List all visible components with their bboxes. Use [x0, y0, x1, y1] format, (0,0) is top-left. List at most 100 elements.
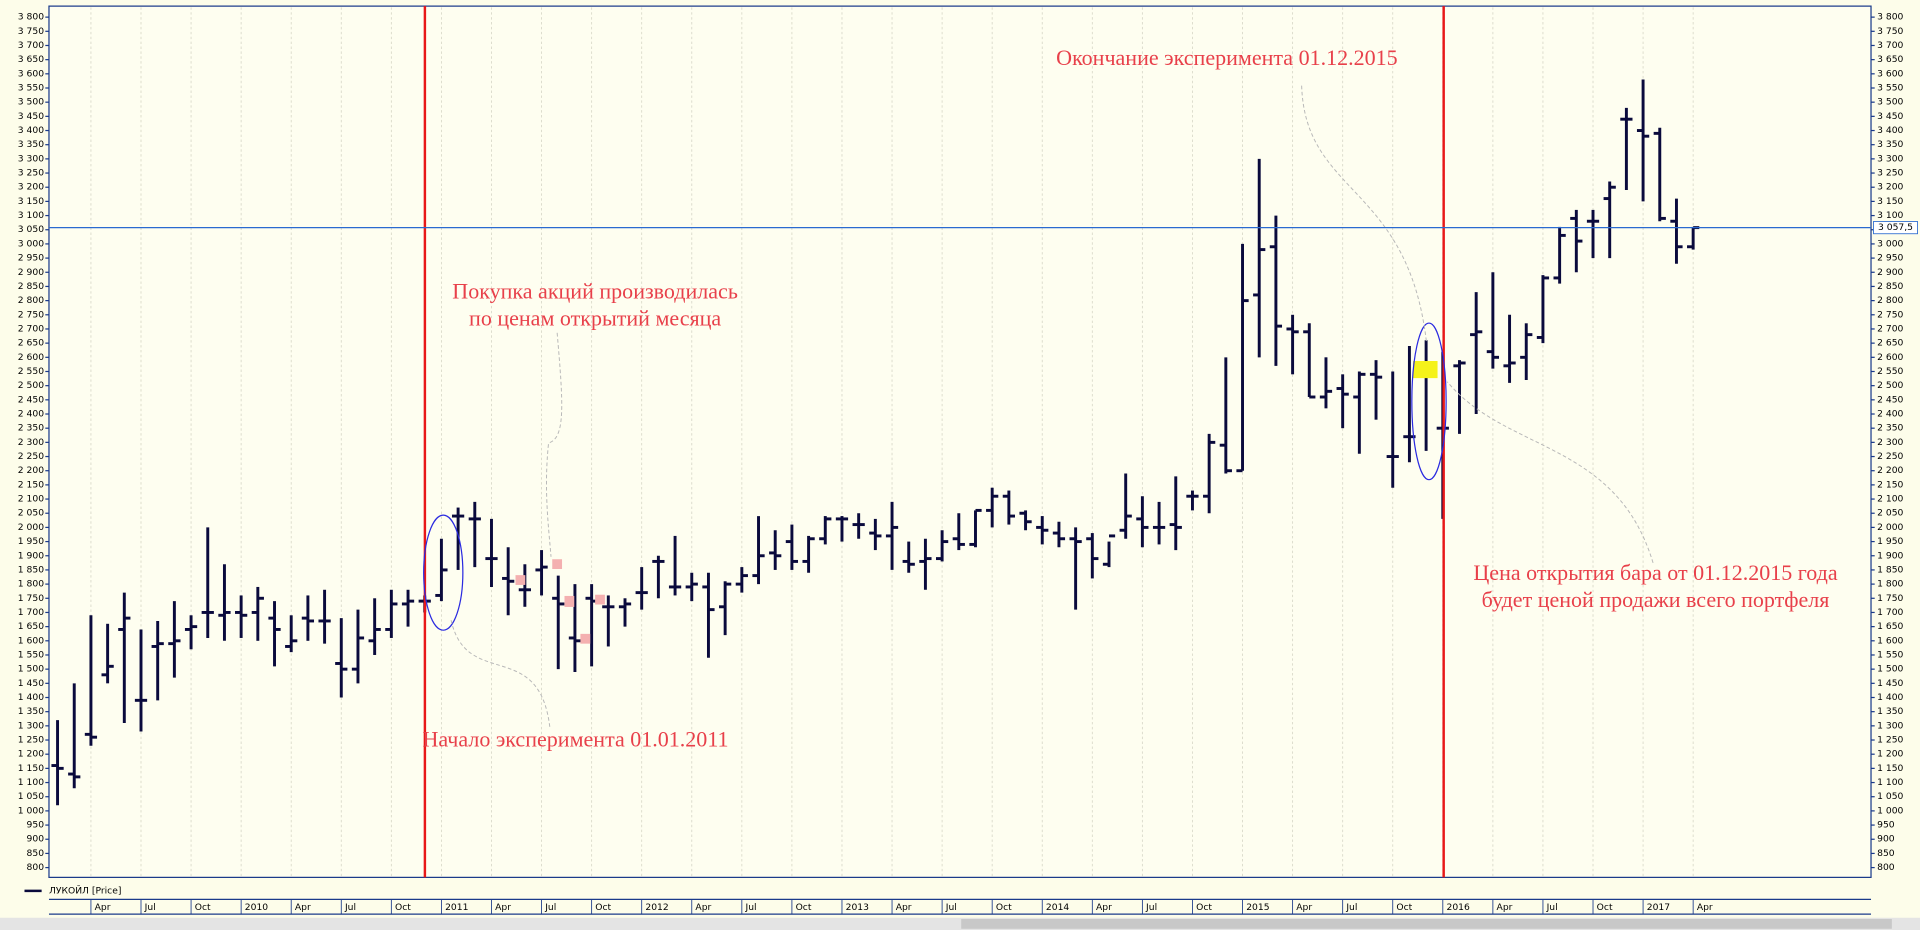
y-tick-label: 2 000 — [18, 522, 44, 533]
y-tick-label: 2 400 — [18, 409, 44, 420]
y-tick-label: 1 950 — [18, 536, 44, 547]
y-tick-label: 1 150 — [18, 763, 44, 774]
x-tick-label: Oct — [595, 902, 611, 913]
y-tick-label-right: 2 550 — [1877, 366, 1903, 377]
x-tick-label: Oct — [1396, 902, 1412, 913]
highlight — [515, 575, 526, 585]
y-tick-label: 1 650 — [18, 621, 44, 632]
y-tick-label-right: 900 — [1877, 834, 1895, 845]
y-tick-label-right: 1 350 — [1877, 706, 1903, 717]
y-tick-label-right: 1 450 — [1877, 678, 1903, 689]
y-tick-label-right: 1 850 — [1877, 564, 1903, 575]
y-tick-label: 2 650 — [18, 338, 44, 349]
y-tick-label: 1 250 — [18, 735, 44, 746]
y-tick-label: 3 600 — [18, 68, 44, 79]
x-tick-label: 2017 — [1647, 902, 1671, 913]
x-tick-label: Oct — [1196, 902, 1212, 913]
y-tick-label-right: 2 150 — [1877, 479, 1903, 490]
y-tick-label-right: 3 650 — [1877, 54, 1903, 65]
annotation: Цена открытия бара от 01.12.2015 года — [1473, 560, 1837, 585]
y-tick-label: 3 000 — [18, 238, 44, 249]
y-tick-label-right: 1 400 — [1877, 692, 1903, 703]
bars — [51, 79, 1700, 806]
x-tick-label: Apr — [1697, 902, 1713, 913]
x-tick-label: 2011 — [445, 902, 468, 913]
x-tick-label: Jul — [1546, 902, 1558, 913]
y-tick-label: 3 800 — [18, 12, 44, 23]
highlight — [580, 633, 591, 644]
ellipse — [1411, 322, 1447, 481]
y-tick-label-right: 1 500 — [1877, 664, 1903, 675]
x-tick-label: Jul — [144, 902, 156, 913]
y-tick-label: 1 700 — [18, 607, 44, 618]
y-tick-label-right: 1 950 — [1877, 536, 1903, 547]
x-tick-label: Jul — [1145, 902, 1157, 913]
connector — [450, 617, 551, 727]
y-tick-label: 3 250 — [18, 168, 44, 179]
x-tick-label: Apr — [95, 902, 111, 913]
x-tick-label: Apr — [1096, 902, 1112, 913]
y-tick-label-right: 1 750 — [1877, 593, 1903, 604]
y-tick-label: 1 900 — [18, 550, 44, 561]
y-tick-label: 1 100 — [18, 777, 44, 788]
y-tick-label: 3 700 — [18, 40, 44, 51]
y-tick-label-right: 2 600 — [1877, 352, 1903, 363]
y-tick-label-right: 3 600 — [1877, 68, 1903, 79]
y-tick-label-right: 1 700 — [1877, 607, 1903, 618]
y-tick-label: 2 300 — [18, 437, 44, 448]
x-tick-label: Oct — [195, 902, 211, 913]
y-tick-label-right: 2 850 — [1877, 281, 1903, 292]
y-tick-label: 3 400 — [18, 125, 44, 136]
y-tick-label-right: 2 250 — [1877, 451, 1903, 462]
y-tick-label-right: 3 700 — [1877, 40, 1903, 51]
y-tick-label: 2 550 — [18, 366, 44, 377]
y-tick-label: 3 050 — [18, 224, 44, 235]
y-tick-label: 2 050 — [18, 508, 44, 519]
scroll-thumb[interactable] — [961, 918, 1892, 929]
y-tick-label: 1 800 — [18, 579, 44, 590]
legend-label: ЛУКОЙЛ [Price] — [49, 884, 121, 896]
y-tick-label: 2 600 — [18, 352, 44, 363]
y-tick-label: 1 450 — [18, 678, 44, 689]
y-tick-label: 2 750 — [18, 309, 44, 320]
y-tick-label: 2 900 — [18, 267, 44, 278]
y-tick-label: 2 850 — [18, 281, 44, 292]
y-tick-label-right: 1 000 — [1877, 805, 1903, 816]
y-tick-label: 2 350 — [18, 423, 44, 434]
ellipse — [423, 514, 464, 631]
y-tick-label-right: 1 300 — [1877, 720, 1903, 731]
y-tick-label: 950 — [27, 820, 45, 831]
y-tick-label: 1 000 — [18, 805, 44, 816]
y-tick-label: 1 750 — [18, 593, 44, 604]
x-tick-label: Apr — [896, 902, 912, 913]
y-tick-label-right: 3 150 — [1877, 196, 1903, 207]
last-price-label: 3 057,5 — [1878, 222, 1913, 233]
y-tick-label: 1 300 — [18, 720, 44, 731]
y-tick-label: 1 050 — [18, 791, 44, 802]
y-tick-label-right: 2 100 — [1877, 494, 1903, 505]
y-tick-label-right: 3 300 — [1877, 153, 1903, 164]
y-tick-label-right: 3 500 — [1877, 97, 1903, 108]
y-tick-label: 850 — [27, 848, 45, 859]
y-tick-label: 2 500 — [18, 380, 44, 391]
annotation: Окончание эксперимента 01.12.2015 — [1056, 45, 1398, 70]
y-tick-label-right: 2 300 — [1877, 437, 1903, 448]
y-tick-label-right: 2 750 — [1877, 309, 1903, 320]
y-tick-label: 2 100 — [18, 494, 44, 505]
x-tick-label: Oct — [996, 902, 1012, 913]
y-tick-label-right: 3 450 — [1877, 111, 1903, 122]
x-tick-label: Jul — [544, 902, 556, 913]
y-tick-label-right: 1 050 — [1877, 791, 1903, 802]
y-tick-label: 3 500 — [18, 97, 44, 108]
connector — [1446, 381, 1654, 564]
y-tick-label-right: 3 200 — [1877, 182, 1903, 193]
y-tick-label-right: 1 600 — [1877, 635, 1903, 646]
y-tick-label: 800 — [27, 862, 45, 873]
y-tick-label: 3 100 — [18, 210, 44, 221]
annotations: Окончание эксперимента 01.12.2015 Покупка… — [422, 45, 1837, 752]
y-tick-label-right: 3 000 — [1877, 238, 1903, 249]
x-tick-label: Jul — [945, 902, 957, 913]
x-tick-label: Apr — [1296, 902, 1312, 913]
y-tick-label: 2 250 — [18, 451, 44, 462]
